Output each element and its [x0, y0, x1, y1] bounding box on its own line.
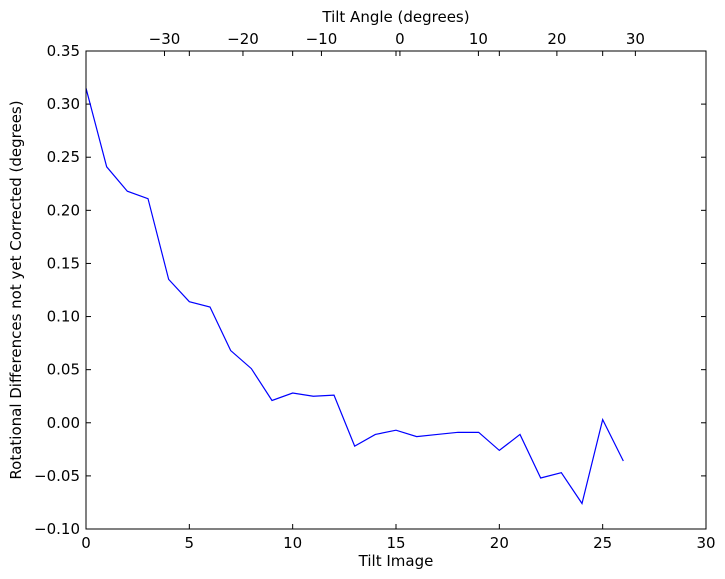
top-tick-label: 10: [469, 30, 488, 48]
y-tick-label: 0.25: [47, 148, 80, 166]
y-tick-label: 0.00: [47, 414, 80, 432]
y-axis-ticks: −0.10 −0.05 0.00 0.05 0.10 0.15 0.20 0.25 0.30 0.…: [34, 42, 706, 538]
y-tick-label: 0.10: [47, 308, 80, 326]
x-tick-label: 5: [185, 534, 195, 552]
y-tick-label: −0.05: [34, 467, 80, 485]
top-tick-label: −20: [227, 30, 259, 48]
y-tick-label: 0.30: [47, 95, 80, 113]
x-tick-label: 0: [81, 534, 91, 552]
top-tick-label: −10: [306, 30, 338, 48]
plot-area-frame: [85, 50, 707, 530]
y-tick-label: 0.20: [47, 201, 80, 219]
x-tick-label: 25: [593, 534, 612, 552]
y-axis-label: Rotational Differences not yet Corrected…: [7, 100, 25, 479]
top-tick-label: −30: [149, 30, 181, 48]
x-axis-ticks: 0 5 10 15 20 25 30: [81, 51, 716, 552]
x-axis-label: Tilt Image: [358, 552, 434, 570]
y-tick-label: 0.15: [47, 254, 80, 272]
series-line: [85, 88, 624, 505]
top-tick-label: 30: [626, 30, 645, 48]
x-tick-label: 15: [386, 534, 405, 552]
top-tick-label: 20: [547, 30, 566, 48]
top-axis-ticks: −30 −20 −10 0 10 20 30: [149, 30, 645, 56]
x-tick-label: 10: [283, 534, 302, 552]
x-tick-label: 30: [696, 534, 715, 552]
y-tick-label: 0.35: [47, 42, 80, 60]
y-tick-label: 0.05: [47, 361, 80, 379]
x-tick-label: 20: [490, 534, 509, 552]
y-tick-label: −0.10: [34, 520, 80, 538]
top-tick-label: 0: [395, 30, 405, 48]
top-axis-label: Tilt Angle (degrees): [321, 8, 469, 26]
